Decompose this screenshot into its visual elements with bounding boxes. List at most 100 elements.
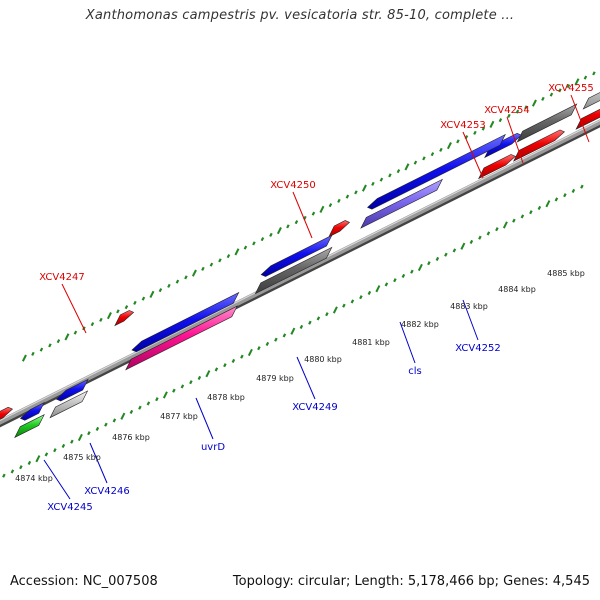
reverse-gene-r0[interactable] [19, 401, 45, 421]
reverse-gene-r8[interactable] [367, 133, 506, 210]
leader-line [195, 397, 214, 440]
outer-scale-tick [133, 300, 137, 305]
outer-scale-tick [39, 347, 44, 352]
inner-scale-tick [240, 354, 244, 359]
reverse-gene-label[interactable]: XCV4245 [47, 502, 92, 513]
forward-gene-f3[interactable] [478, 154, 516, 180]
forward-strand-genes [0, 77, 600, 422]
outer-scale-tick [422, 156, 426, 161]
outer-scale-tick [379, 177, 384, 182]
forward-gene-label[interactable]: XCV4250 [270, 180, 315, 191]
inner-scale-tick [410, 269, 414, 274]
forward-gene-f8[interactable] [484, 132, 522, 159]
outer-scale-tick [73, 330, 78, 335]
leader-line [296, 356, 316, 400]
outer-scale-tick [446, 142, 452, 150]
forward-gene-f0[interactable] [0, 406, 14, 422]
scale-label: 4880 kbp [304, 355, 342, 364]
outer-scale-tick [592, 71, 596, 76]
inner-scale-tick [417, 263, 423, 272]
outer-scale-tick [396, 169, 401, 174]
outer-scale-tick [209, 262, 214, 267]
forward-gene-label[interactable]: XCV4255 [548, 83, 593, 94]
leader-line [570, 94, 590, 143]
outer-scale-tick [56, 339, 61, 344]
inner-scale-tick [87, 431, 91, 436]
leader-line [89, 442, 108, 484]
outer-scale-tick [507, 113, 511, 118]
outer-scale-tick [21, 354, 27, 362]
outer-scale-tick [175, 279, 180, 284]
inner-scale-tick [205, 370, 211, 378]
inner-scale-tick [112, 418, 117, 423]
outer-scale-tick [531, 99, 537, 107]
inner-scale-tick [325, 312, 329, 317]
leader-line [43, 459, 71, 500]
reverse-gene-label[interactable]: cls [408, 366, 422, 377]
inner-scale-tick [444, 252, 448, 257]
inner-scale-tick [571, 188, 576, 194]
forward-gene-f7[interactable] [516, 103, 578, 143]
genome-summary-text: Topology: circular; Length: 5,178,466 bp… [232, 574, 590, 589]
inner-scale-tick [520, 214, 525, 219]
leader-line [506, 116, 524, 164]
inner-scale-tick [214, 367, 219, 372]
inner-scale-tick [189, 380, 193, 385]
reverse-gene-r7[interactable] [254, 246, 333, 295]
outer-scale-tick [218, 258, 222, 263]
reverse-gene-r5[interactable] [125, 305, 238, 371]
outer-scale-tick [481, 126, 486, 131]
outer-scale-tick [404, 163, 410, 171]
reverse-gene-labels: XCV4245 XCV4246 uvrD XCV4249 cls XCV4252 [47, 343, 500, 513]
scale-label: 4884 kbp [498, 285, 536, 294]
reverse-gene-r3[interactable] [49, 390, 89, 419]
reverse-gene-r2[interactable] [55, 378, 89, 402]
reverse-gene-r6[interactable] [260, 234, 333, 277]
outer-scale-tick [124, 305, 129, 310]
forward-gene-f6[interactable] [582, 77, 600, 110]
reverse-gene-label[interactable]: XCV4252 [455, 343, 500, 354]
outer-scale-tick [269, 232, 273, 237]
inner-scale-tick [580, 184, 584, 189]
forward-gene-f4[interactable] [513, 129, 565, 162]
outer-scale-tick [201, 266, 205, 271]
scale-label: 4885 kbp [547, 269, 585, 278]
outer-scale-tick [456, 139, 460, 144]
forward-gene-label[interactable]: XCV4247 [39, 272, 84, 283]
leader-line [292, 191, 313, 239]
outer-scale-tick [430, 152, 435, 157]
outer-scale-tick [48, 343, 52, 348]
outer-scale-tick [337, 198, 341, 203]
reverse-gene-r9[interactable] [360, 178, 443, 229]
reverse-gene-r1[interactable] [14, 414, 45, 439]
outer-scale-tick [439, 147, 443, 152]
inner-scale-tick [2, 473, 6, 478]
reverse-gene-label[interactable]: uvrD [201, 442, 225, 453]
reverse-gene-label[interactable]: XCV4246 [84, 486, 129, 497]
forward-gene-f1[interactable] [114, 310, 135, 327]
inner-scale-tick [27, 460, 32, 466]
reverse-gene-r4[interactable] [131, 291, 240, 353]
inner-scale-tick [120, 412, 126, 420]
forward-gene-label[interactable]: XCV4254 [484, 105, 529, 116]
outer-scale-tick [498, 118, 503, 123]
inner-scale-tick [247, 348, 253, 357]
inner-scale-tick [257, 346, 261, 351]
scale-label: 4874 kbp [15, 474, 53, 483]
outer-scale-tick [184, 275, 188, 280]
forward-gene-label[interactable]: XCV4253 [440, 120, 485, 131]
inner-scale-tick [375, 285, 381, 293]
inner-scale-tick [231, 358, 236, 364]
accession-text: Accession: NC_007508 [10, 574, 158, 589]
inner-scale-tick [486, 231, 491, 236]
inner-scale-tick [104, 422, 108, 427]
reverse-gene-label[interactable]: XCV4249 [292, 402, 337, 413]
reverse-strand-genes [14, 133, 506, 439]
forward-gene-f2[interactable] [328, 220, 351, 238]
inner-scale-tick [460, 242, 466, 250]
outer-scale-tick [566, 84, 571, 89]
outer-scale-tick [515, 109, 520, 114]
scale-label: 4875 kbp [63, 453, 101, 462]
outer-scale-tick [473, 130, 477, 135]
